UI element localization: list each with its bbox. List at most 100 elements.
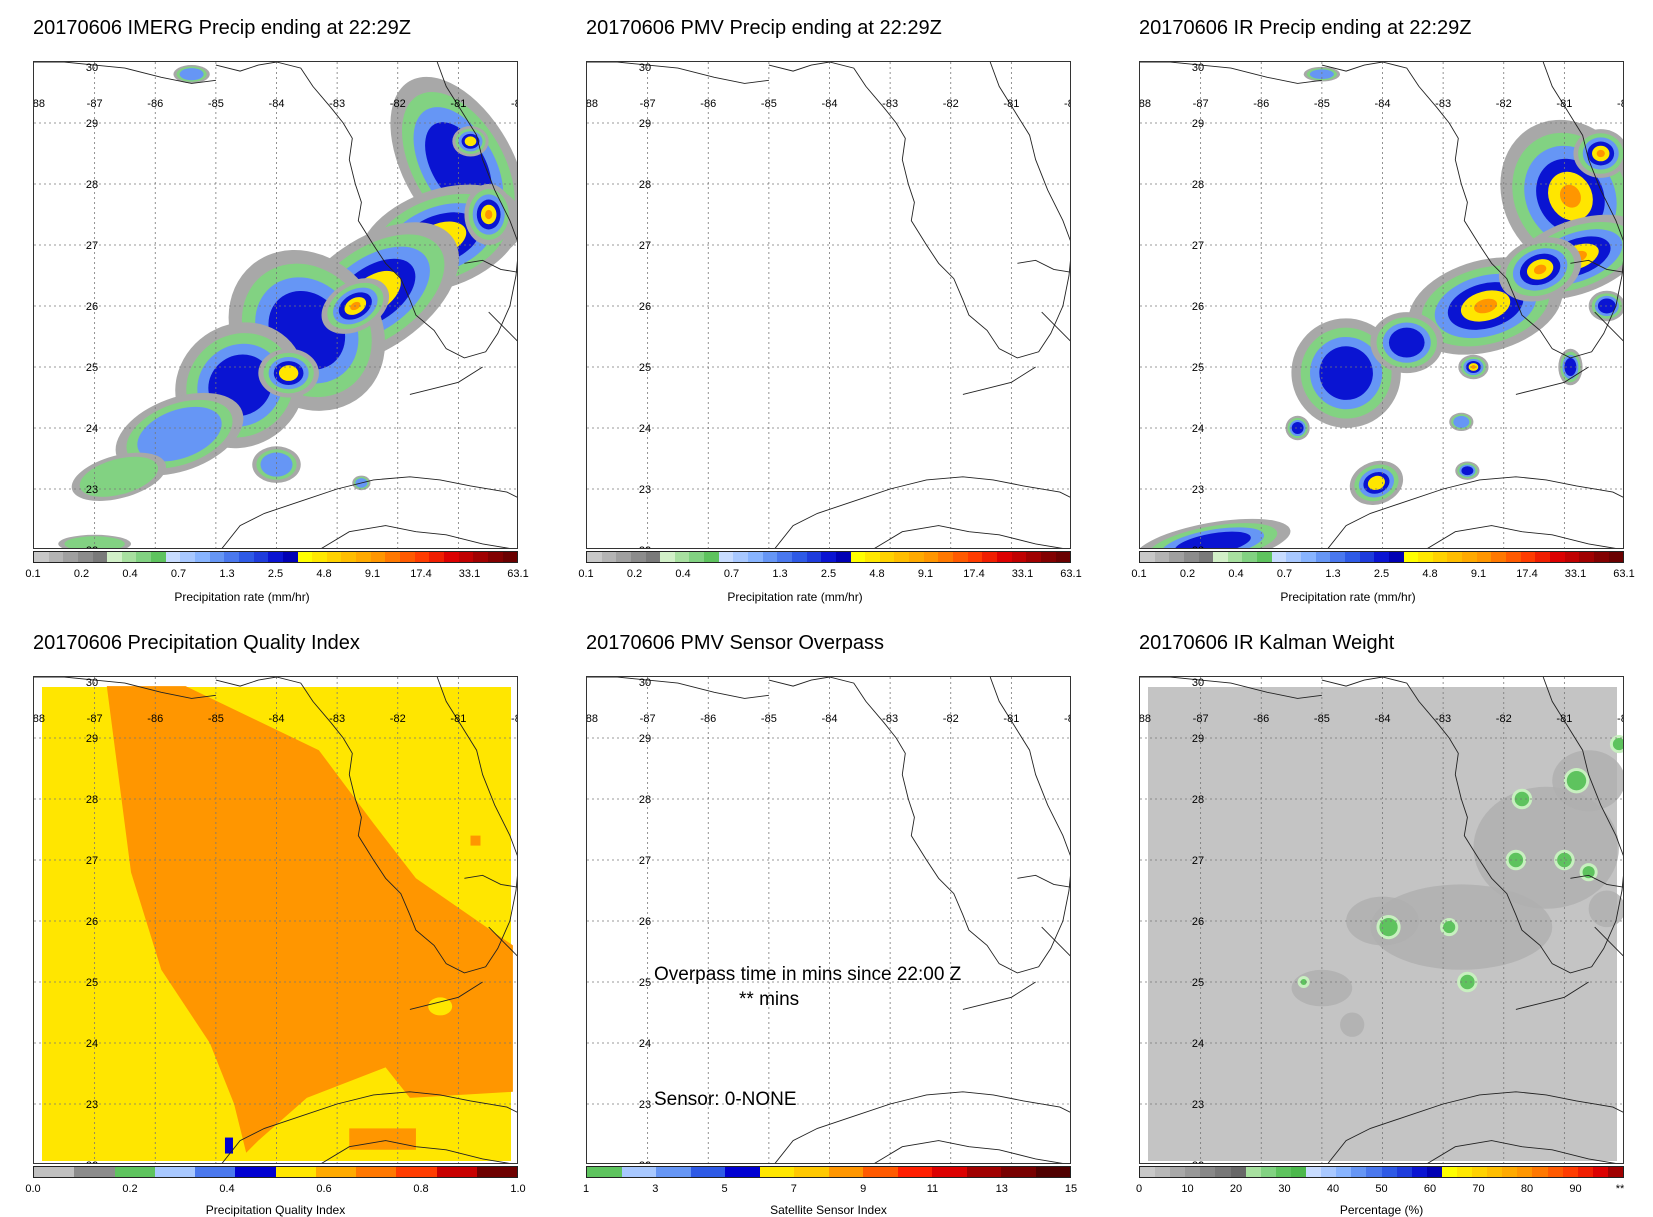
lat-label: 22 — [1192, 545, 1204, 549]
colorbar-tick-label: 2.5 — [267, 568, 284, 580]
lat-label: 27 — [639, 240, 651, 252]
colorbar-cell — [1154, 552, 1170, 562]
colorbar-tick-label: 4.8 — [316, 568, 332, 580]
panel-title-pmv: 20170606 PMV Precip ending at 22:29Z — [586, 17, 942, 39]
colorbar-tick-label: 2.5 — [1373, 568, 1390, 580]
lon-label: -80 — [1617, 98, 1624, 110]
colorbar-cell — [1592, 1167, 1608, 1177]
colorbar-cell — [436, 1167, 477, 1177]
colorbar-cell — [1290, 1167, 1307, 1177]
colorbar-tick-label: 13 — [995, 1183, 1008, 1195]
lon-label: -81 — [1556, 98, 1572, 110]
colorbar-tick-label: 90 — [1569, 1183, 1582, 1195]
colorbar-tick-label: 33.1 — [1011, 568, 1034, 580]
colorbar-cell — [48, 552, 64, 562]
colorbar-cell — [1242, 552, 1258, 562]
map-grid — [1140, 62, 1623, 548]
colorbar-tick-label: 63.1 — [1613, 568, 1635, 580]
colorbar-tick-label: 9.1 — [917, 568, 934, 580]
colorbar-cell — [1140, 1167, 1156, 1177]
colorbar-tick-label: 9.1 — [1470, 568, 1487, 580]
colorbar-cell — [282, 552, 298, 562]
colorbar-cell — [733, 552, 749, 562]
colorbar-cell — [1344, 552, 1360, 562]
lat-label: 28 — [639, 179, 651, 191]
map-axis-labels: -88 -87 -86 -85 -84 -83 -82 -81 -80 30 29 28 27 26 25 2… — [1140, 677, 1624, 1163]
lon-label: -80 — [1617, 713, 1624, 725]
colorbar-cell — [1532, 1167, 1548, 1177]
colorbar-cell — [806, 552, 822, 562]
colorbar-cell — [616, 552, 631, 562]
lat-label: 24 — [1192, 1038, 1204, 1050]
map-canvas: -88 -87 -86 -85 -84 -83 -82 -81 -80 30 29 28 27 26 25 2… — [1140, 62, 1624, 549]
colorbar-title-pmv: Precipitation rate (mm/hr) — [727, 590, 863, 604]
colorbar-cell — [1315, 552, 1331, 562]
colorbar-tick-label: 0.2 — [122, 1183, 138, 1195]
lon-label: -84 — [822, 713, 838, 725]
colorbar-cell — [107, 552, 122, 562]
colorbar-cell — [748, 552, 763, 562]
colorbar-cell — [1230, 1167, 1246, 1177]
colorbar-cell — [1286, 552, 1302, 562]
lat-label: 29 — [1192, 118, 1204, 130]
kalman-weight-field — [1148, 687, 1623, 1161]
colorbar-cell — [1245, 1167, 1261, 1177]
colorbar-cell — [689, 552, 705, 562]
lon-label: -85 — [1314, 713, 1330, 725]
map-canvas: -88 -87 -86 -85 -84 -83 -82 -81 -80 30 29 28 27 26 25 2… — [587, 62, 1070, 548]
colorbar-cell — [953, 552, 968, 562]
colorbar-tick-label: 15 — [1064, 1183, 1078, 1195]
lon-label: -85 — [208, 713, 224, 725]
map-grid — [1140, 677, 1623, 1163]
lat-label: 27 — [1192, 855, 1204, 867]
lon-label: -83 — [882, 98, 898, 110]
colorbar-cell — [414, 552, 430, 562]
colorbar-tick-label: 9 — [860, 1183, 867, 1195]
colorbar-cell — [385, 552, 401, 562]
lat-label: 23 — [1192, 1099, 1204, 1111]
colorbar-cell — [114, 1167, 155, 1177]
colorbar-cell — [850, 552, 866, 562]
lon-label: -87 — [1193, 98, 1209, 110]
colorbar-cell — [621, 1167, 656, 1177]
lat-label: 25 — [86, 977, 98, 989]
colorbar-pmv — [586, 551, 1071, 563]
colorbar-cell — [268, 552, 283, 562]
panel-title-ir: 20170606 IR Precip ending at 22:29Z — [1139, 17, 1472, 39]
colorbar-tick-label: 63.1 — [1060, 568, 1082, 580]
colorbar-cell — [835, 552, 851, 562]
map-axis-labels: -88 -87 -86 -85 -84 -83 -82 -81 -80 30 29 28 27 26 25 2… — [34, 62, 517, 548]
lat-label: 22 — [86, 1160, 98, 1164]
map-canvas: -88 -87 -86 -85 -84 -83 -82 -81 -80 30 29 28 27 26 25 2… — [34, 677, 517, 1164]
colorbar-tick-label: 3 — [652, 1183, 659, 1195]
lat-label: 24 — [639, 423, 651, 435]
lat-label: 29 — [86, 733, 98, 745]
colorbar-cell — [1001, 1167, 1036, 1177]
lat-label: 30 — [86, 62, 98, 74]
map-canvas: -88 -87 -86 -85 -84 -83 -82 -81 -80 30 29 28 27 26 25 2… — [34, 62, 517, 548]
colorbar-tick-label: 0.2 — [626, 568, 643, 580]
colorbar-cell — [476, 1167, 517, 1177]
lat-label: 29 — [639, 733, 651, 745]
lat-label: 24 — [639, 1038, 651, 1050]
colorbar-tick-label: 0.0 — [25, 1183, 41, 1195]
colorbar-tick-label: 17.4 — [963, 568, 985, 580]
colorbar-cell — [1336, 1167, 1352, 1177]
colorbar-cell — [315, 1167, 356, 1177]
colorbar-cell — [1487, 1167, 1503, 1177]
lon-label: -86 — [147, 98, 163, 110]
colorbar-cell — [1562, 1167, 1578, 1177]
colorbar-cell — [794, 1167, 829, 1177]
colorbar-cell — [1215, 1167, 1231, 1177]
lon-label: -88 — [587, 98, 598, 110]
colorbar-cell — [1260, 1167, 1276, 1177]
colorbar-tick-label: 2.5 — [820, 568, 837, 580]
colorbar-cell — [1564, 552, 1580, 562]
lat-label: 29 — [86, 118, 98, 130]
lat-label: 23 — [1192, 484, 1204, 496]
lon-label: -87 — [87, 98, 103, 110]
colorbar-tick-label: 11 — [926, 1183, 939, 1195]
overpass-mins-text: ** mins — [739, 989, 800, 1010]
colorbar-cell — [326, 552, 342, 562]
colorbar-cell — [630, 552, 646, 562]
